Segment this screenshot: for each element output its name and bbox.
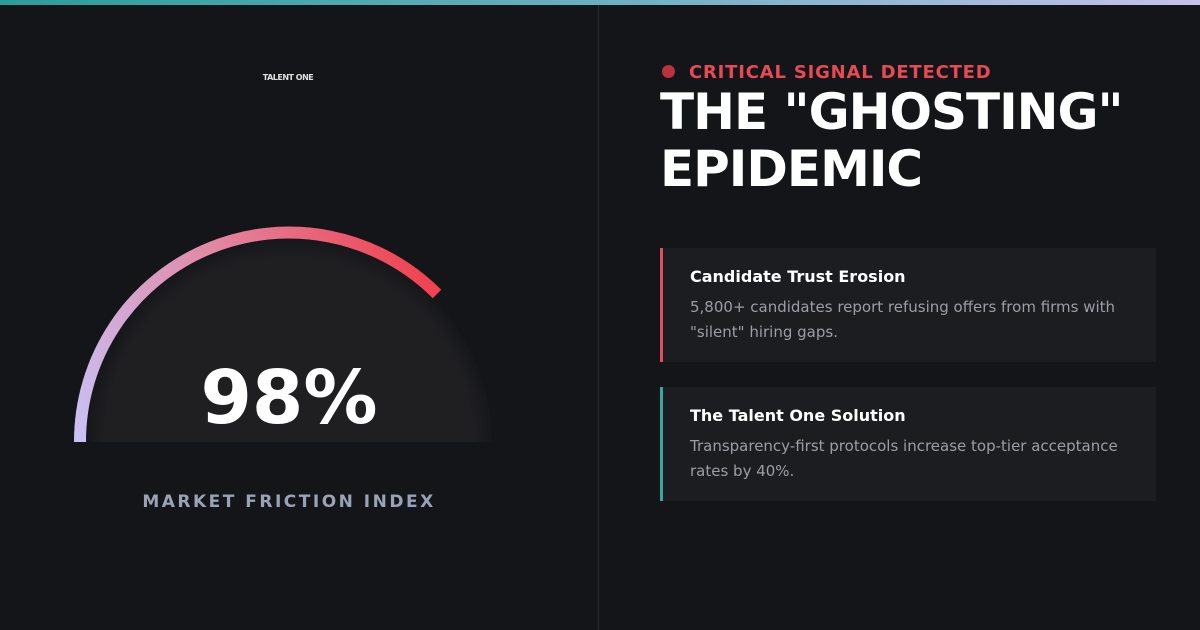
brand: TALENT ONE	[262, 73, 314, 82]
gauge-caption: MARKET FRICTION INDEX	[142, 492, 436, 512]
card: Candidate Trust Erosion 5,800+ candidate…	[660, 248, 1156, 362]
title-line: EPIDEMIC	[660, 140, 923, 198]
signal-dot	[662, 65, 675, 78]
gauge-arc	[73, 226, 442, 443]
gauge-disc	[86, 239, 492, 442]
top-bar	[0, 0, 1200, 5]
card-title: Candidate Trust Erosion	[690, 267, 906, 286]
gauge-value: 98%	[200, 355, 378, 441]
signal: CRITICAL SIGNAL DETECTED	[662, 62, 992, 83]
divider	[598, 5, 599, 630]
card-body: Transparency-first protocols increase to…	[690, 437, 1118, 480]
signal-text: CRITICAL SIGNAL DETECTED	[689, 62, 992, 83]
title-line: THE "GHOSTING"	[660, 83, 1124, 141]
card-title: The Talent One Solution	[690, 406, 906, 425]
card: The Talent One Solution Transparency-fir…	[660, 387, 1156, 501]
card-body: 5,800+ candidates report refusing offers…	[690, 298, 1116, 341]
gauge	[73, 226, 492, 443]
